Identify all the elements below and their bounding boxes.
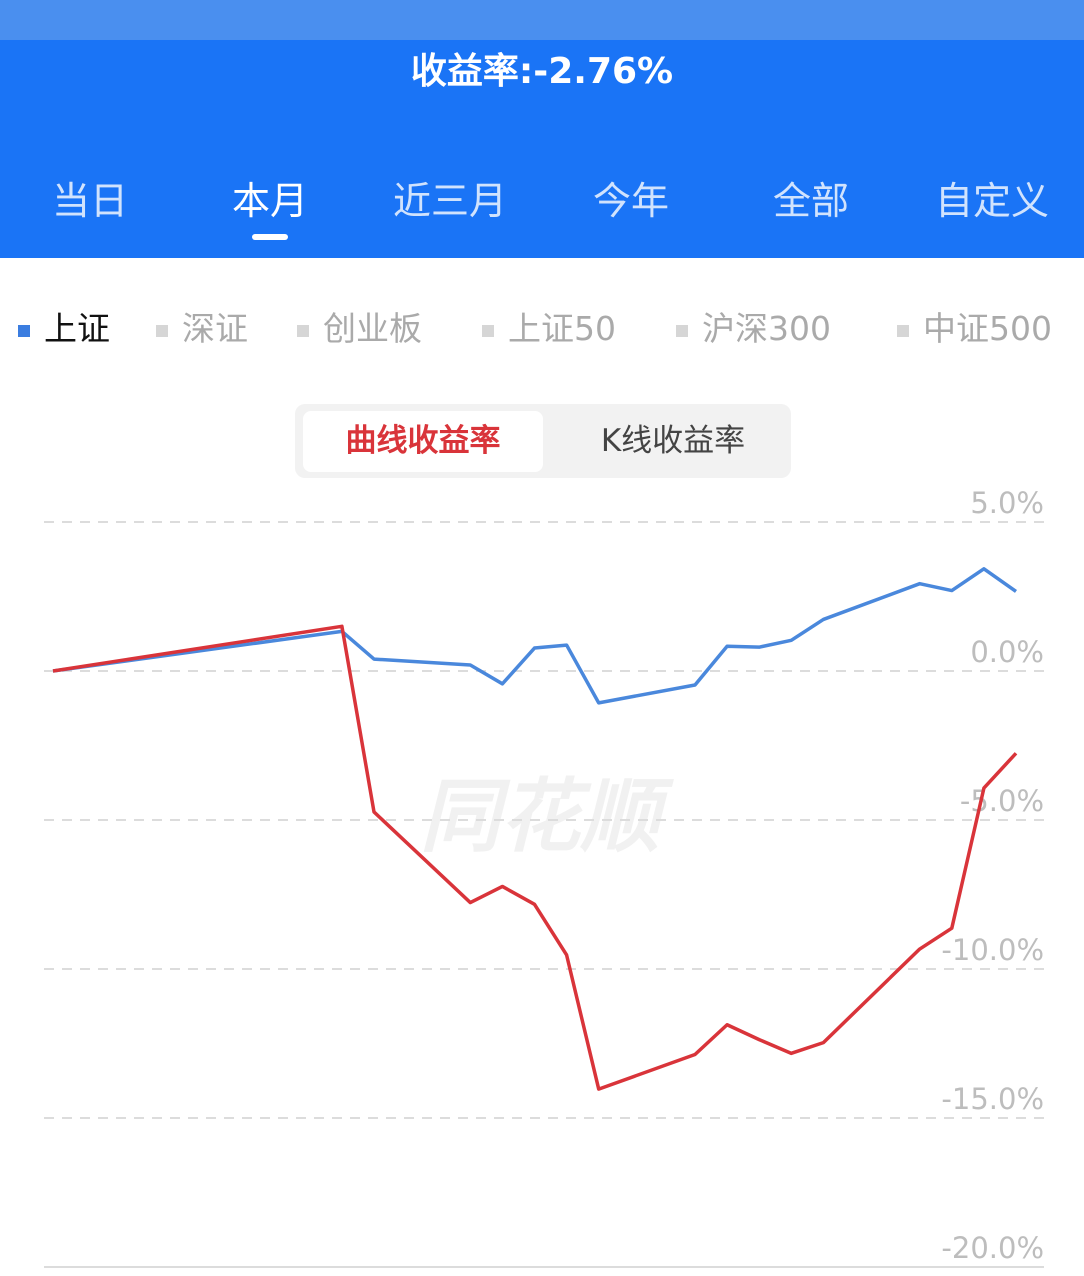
- y-tick-label: -10.0%: [941, 933, 1044, 967]
- legend-label: 上证50: [508, 309, 616, 348]
- watermark: 同花顺: [420, 770, 674, 863]
- y-tick-label: -5.0%: [960, 784, 1044, 818]
- legend-item[interactable]: 沪深300: [676, 302, 831, 350]
- chart-toggle: 曲线收益率 K线收益率: [295, 404, 791, 478]
- legend-item[interactable]: 上证: [18, 302, 110, 350]
- status-bar: [0, 0, 1084, 40]
- legend-item[interactable]: 中证500: [897, 302, 1052, 350]
- period-tab[interactable]: 全部: [772, 179, 849, 223]
- series-line: [52, 567, 1018, 705]
- legend-swatch: [156, 324, 168, 337]
- series-line: [52, 624, 1018, 1091]
- legend-label: 沪深300: [702, 309, 831, 348]
- period-tab[interactable]: 当日: [51, 179, 128, 223]
- legend-label: 上证: [44, 309, 110, 348]
- return-title: 收益率:-2.76%: [410, 51, 674, 92]
- period-tab[interactable]: 本月: [231, 179, 308, 223]
- header: 收益率:-2.76% 当日 本月 近三月 今年 全部 自定义: [0, 0, 1084, 258]
- period-tab[interactable]: 近三月: [392, 179, 507, 223]
- toggle-option[interactable]: 曲线收益率: [303, 411, 543, 472]
- period-tab[interactable]: 自定义: [934, 179, 1049, 223]
- legend-label: 中证500: [923, 309, 1052, 348]
- y-tick-label: 0.0%: [970, 635, 1044, 669]
- legend-swatch: [297, 324, 309, 337]
- legend-item[interactable]: 创业板: [297, 302, 422, 350]
- y-tick-label: -20.0%: [941, 1231, 1044, 1265]
- period-tab[interactable]: 今年: [592, 179, 669, 223]
- legend-swatch: [18, 324, 30, 337]
- toggle-option[interactable]: K线收益率: [600, 423, 746, 459]
- legend-item[interactable]: 上证50: [482, 302, 616, 350]
- legend-swatch: [897, 324, 909, 337]
- y-tick-label: 5.0%: [970, 486, 1044, 520]
- legend-item[interactable]: 深证: [156, 302, 248, 350]
- legend-label: 创业板: [323, 309, 422, 348]
- legend-swatch: [482, 324, 494, 337]
- tab-underline: [252, 234, 288, 240]
- legend-label: 深证: [182, 309, 248, 348]
- legend-swatch: [676, 324, 688, 337]
- y-tick-label: -15.0%: [941, 1082, 1044, 1116]
